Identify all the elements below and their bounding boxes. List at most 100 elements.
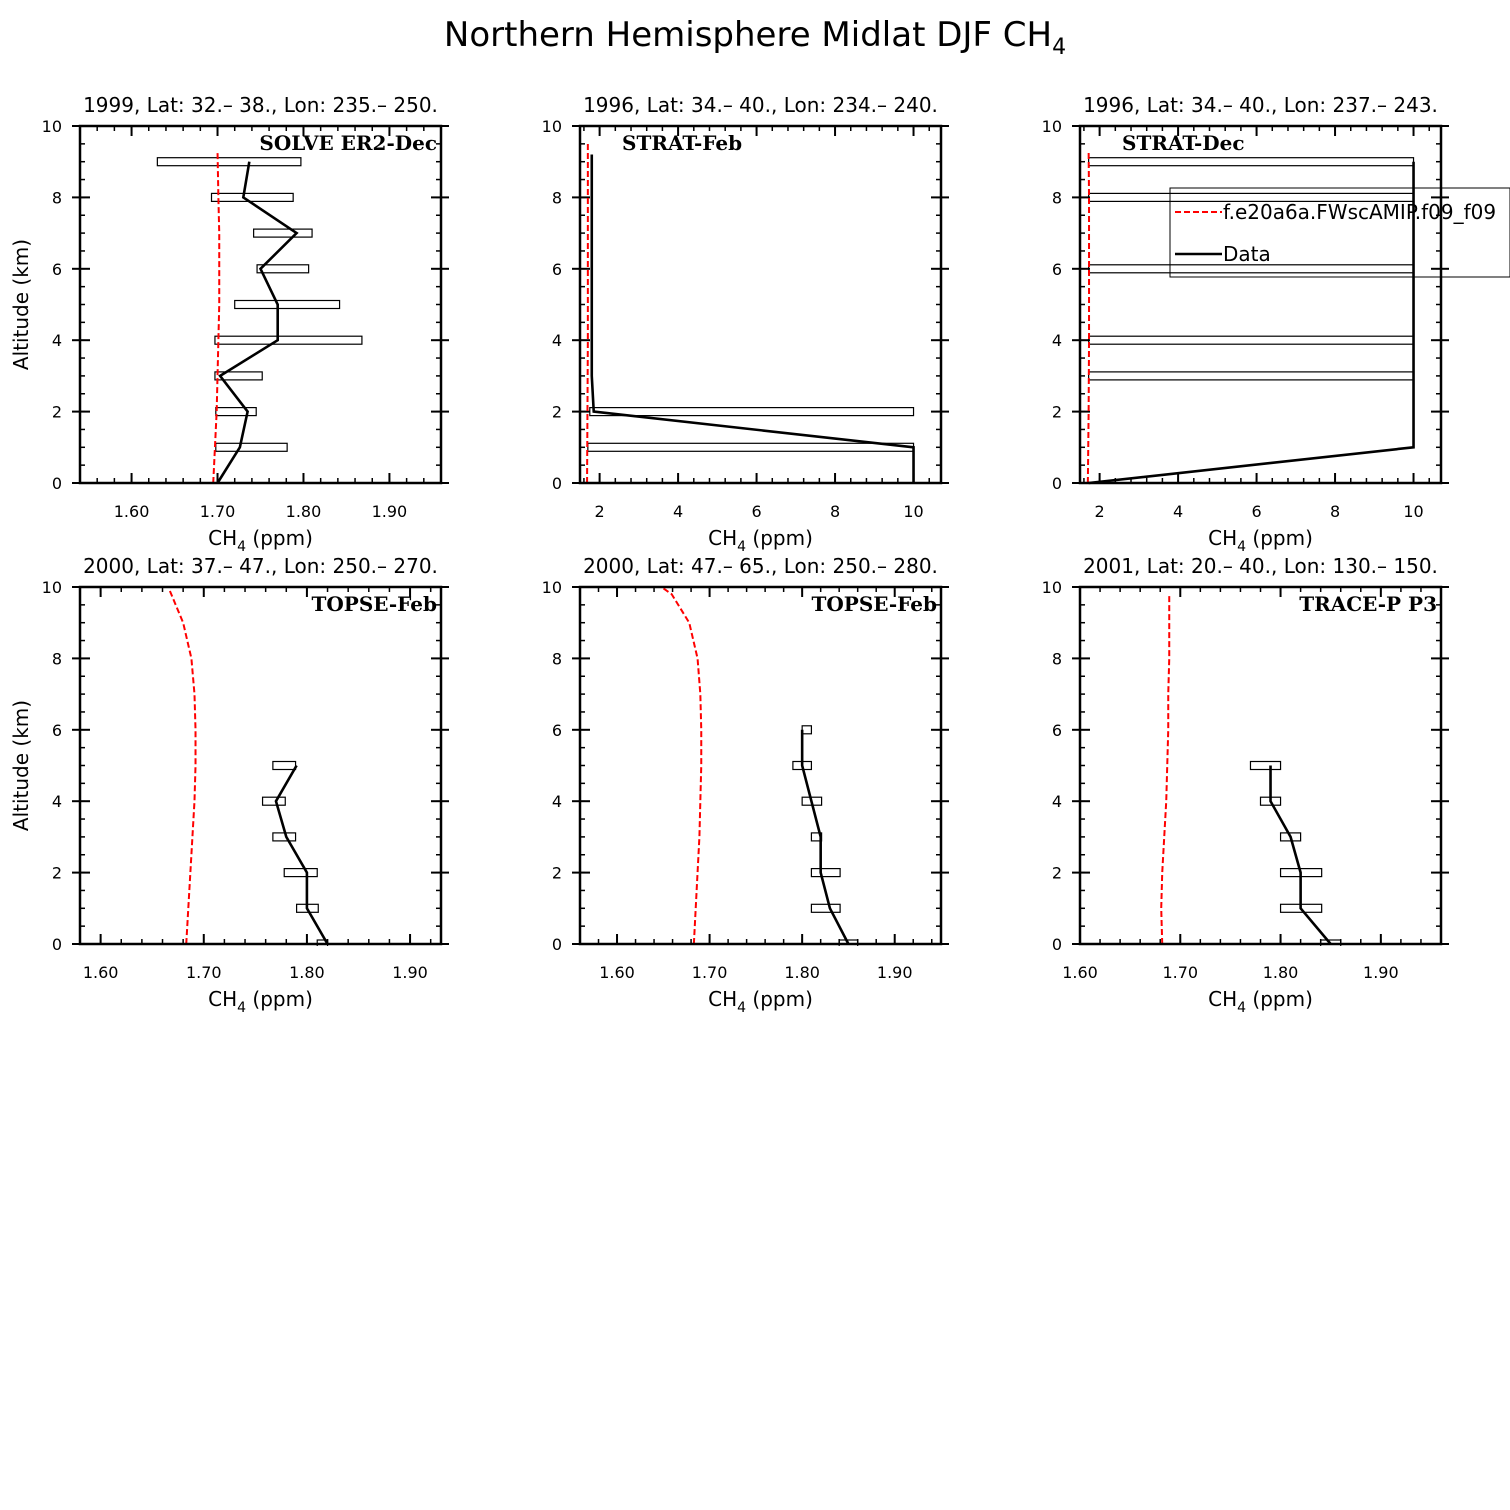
y-tick-label: 10 bbox=[542, 578, 562, 597]
y-tick-label: 10 bbox=[1042, 117, 1062, 136]
x-axis-label: CH4 (ppm) bbox=[1208, 526, 1313, 555]
data-range-box bbox=[214, 371, 263, 381]
x-tick-label: 1.60 bbox=[1062, 963, 1098, 982]
y-tick-label: 8 bbox=[552, 649, 562, 668]
y-tick-label: 8 bbox=[52, 188, 62, 207]
panel-title: 1996, Lat: 34.– 40., Lon: 237.– 243. bbox=[1083, 93, 1438, 117]
y-axis-label: Altitude (km) bbox=[9, 700, 33, 831]
x-tick-label: 1.80 bbox=[289, 963, 325, 982]
chart-panel: 1999, Lat: 32.– 38., Lon: 235.– 250. 1.60… bbox=[9, 93, 449, 555]
y-tick-label: 6 bbox=[552, 721, 562, 740]
model-series-line bbox=[660, 586, 703, 945]
panels: 1999, Lat: 32.– 38., Lon: 235.– 250. 1.60… bbox=[9, 93, 1449, 1016]
x-tick-label: 4 bbox=[1173, 502, 1183, 521]
x-tick-label: 1.90 bbox=[372, 502, 408, 521]
y-tick-label: 10 bbox=[42, 117, 62, 136]
x-axis-label-unit: (ppm) bbox=[1246, 987, 1313, 1011]
campaign-label: TOPSE-Feb bbox=[311, 592, 437, 616]
x-tick-label: 1.80 bbox=[286, 502, 322, 521]
y-tick-label: 8 bbox=[552, 188, 562, 207]
y-tick-label: 4 bbox=[1052, 331, 1062, 350]
x-tick-label: 8 bbox=[1330, 502, 1340, 521]
x-tick-label: 1.70 bbox=[1162, 963, 1198, 982]
y-tick-label: 4 bbox=[552, 331, 562, 350]
x-axis-label-main: CH bbox=[708, 526, 737, 550]
data-series-line bbox=[590, 154, 915, 483]
x-tick-label: 8 bbox=[830, 502, 840, 521]
x-tick-label: 2 bbox=[1095, 502, 1105, 521]
x-axis-label-subscript: 4 bbox=[737, 1000, 746, 1016]
y-tick-label: 0 bbox=[1052, 474, 1062, 493]
plot-frame bbox=[78, 585, 443, 946]
y-tick-label: 2 bbox=[552, 403, 562, 422]
data-range-box bbox=[1088, 157, 1415, 167]
data-range-box bbox=[1249, 760, 1282, 771]
data-range-box bbox=[1088, 264, 1415, 274]
y-axis-label: Altitude (km) bbox=[9, 239, 33, 370]
x-axis-label-unit: (ppm) bbox=[1246, 526, 1313, 550]
y-tick-label: 6 bbox=[552, 260, 562, 279]
data-range-box bbox=[801, 725, 813, 735]
legend: f.e20a6a.FWscAMIP.f09_f09 Data bbox=[1169, 187, 1510, 278]
x-axis-label-main: CH bbox=[708, 987, 737, 1011]
x-tick-label: 1.60 bbox=[114, 502, 150, 521]
x-tick-label: 6 bbox=[1251, 502, 1261, 521]
campaign-label: SOLVE ER2-Dec bbox=[259, 131, 437, 155]
x-tick-label: 1.70 bbox=[692, 963, 728, 982]
x-axis-label: CH4 (ppm) bbox=[1208, 987, 1313, 1016]
panel-title: 2001, Lat: 20.– 40., Lon: 130.– 150. bbox=[1083, 554, 1438, 578]
plot-area bbox=[660, 586, 859, 946]
x-tick-label: 1.60 bbox=[599, 963, 635, 982]
data-series-line bbox=[1088, 161, 1415, 485]
figure-title-subscript: 4 bbox=[1052, 35, 1066, 60]
data-range-box bbox=[234, 299, 341, 310]
data-range-box bbox=[156, 157, 302, 167]
x-axis-label-subscript: 4 bbox=[237, 539, 246, 555]
x-axis-label-subscript: 4 bbox=[1237, 539, 1246, 555]
data-range-box bbox=[256, 264, 310, 274]
x-axis-label-main: CH bbox=[208, 987, 237, 1011]
x-axis-label: CH4 (ppm) bbox=[708, 526, 813, 555]
data-series-line bbox=[216, 161, 299, 484]
x-axis-label-unit: (ppm) bbox=[746, 526, 813, 550]
y-tick-label: 4 bbox=[1052, 792, 1062, 811]
data-range-box bbox=[253, 228, 313, 238]
data-range-box bbox=[215, 442, 288, 452]
data-range-box bbox=[589, 407, 915, 417]
model-series-line bbox=[1160, 594, 1171, 945]
y-tick-label: 2 bbox=[552, 864, 562, 883]
y-tick-label: 6 bbox=[52, 260, 62, 279]
x-tick-label: 10 bbox=[903, 502, 923, 521]
chart-panel: 2000, Lat: 37.– 47., Lon: 250.– 270. 1.60… bbox=[9, 554, 449, 1016]
x-tick-label: 1.80 bbox=[1263, 963, 1299, 982]
plot-area bbox=[156, 150, 363, 484]
y-tick-label: 10 bbox=[42, 578, 62, 597]
chart-panel: 1996, Lat: 34.– 40., Lon: 237.– 243. 2 4 6 8… bbox=[1042, 93, 1449, 555]
x-tick-label: 2 bbox=[595, 502, 605, 521]
x-axis-label-unit: (ppm) bbox=[746, 987, 813, 1011]
y-tick-label: 0 bbox=[1052, 935, 1062, 954]
model-series-line bbox=[168, 590, 197, 945]
panel-title: 2000, Lat: 47.– 65., Lon: 250.– 280. bbox=[583, 554, 938, 578]
x-axis-label-main: CH bbox=[1208, 526, 1237, 550]
y-tick-label: 2 bbox=[1052, 403, 1062, 422]
campaign-label: TRACE-P P3 bbox=[1299, 592, 1437, 616]
y-tick-label: 4 bbox=[52, 331, 62, 350]
data-range-box bbox=[215, 407, 257, 417]
plot-area bbox=[586, 143, 915, 484]
y-tick-label: 2 bbox=[52, 864, 62, 883]
data-series-line bbox=[1269, 765, 1332, 945]
chart-panel: 2001, Lat: 20.– 40., Lon: 130.– 150. 1.60… bbox=[1042, 554, 1449, 1016]
campaign-label: STRAT-Feb bbox=[622, 131, 742, 155]
panel-title: 1996, Lat: 34.– 40., Lon: 234.– 240. bbox=[583, 93, 938, 117]
legend-data-label: Data bbox=[1223, 242, 1271, 266]
plot-area bbox=[168, 590, 329, 946]
y-tick-label: 8 bbox=[1052, 188, 1062, 207]
y-tick-label: 0 bbox=[552, 474, 562, 493]
x-axis-label-subscript: 4 bbox=[237, 1000, 246, 1016]
plot-frame bbox=[78, 124, 443, 485]
plot-frame bbox=[578, 585, 943, 946]
chart-panel: 2000, Lat: 47.– 65., Lon: 250.– 280. 1.60… bbox=[542, 554, 949, 1016]
chart-panel: 1996, Lat: 34.– 40., Lon: 234.– 240. 2 4 6 8… bbox=[542, 93, 949, 555]
